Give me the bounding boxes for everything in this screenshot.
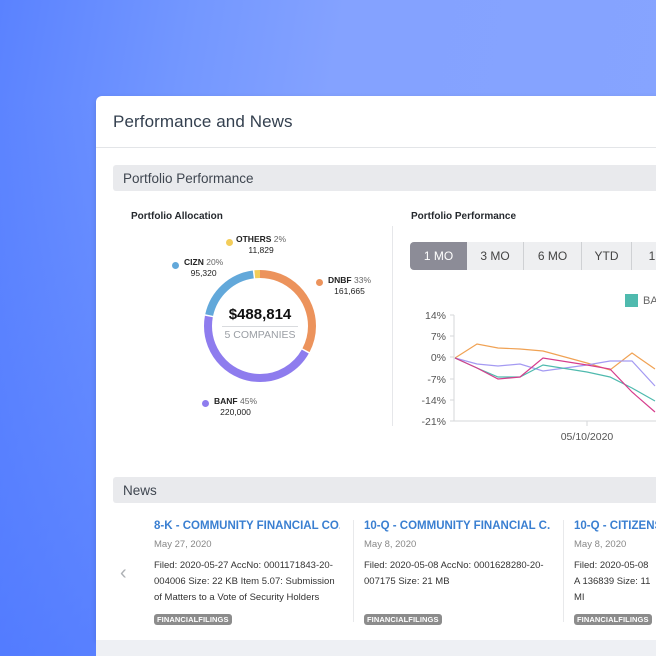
news-date: May 27, 2020 xyxy=(154,539,212,550)
legend-swatch-icon xyxy=(625,294,638,307)
news-title-link[interactable]: 8-K - COMMUNITY FINANCIAL CO... xyxy=(154,520,340,532)
range-selector: 1 MO 3 MO 6 MO YTD 1 xyxy=(410,242,656,270)
legend-label: BA xyxy=(643,294,656,307)
donut-segment-others[interactable] xyxy=(204,270,316,382)
svg-text:-21%: -21% xyxy=(421,416,446,428)
card-title: Performance and News xyxy=(113,112,293,131)
alloc-label-dnbf: DNBF 33% 161,665 xyxy=(328,275,371,296)
range-ytd-button[interactable]: YTD xyxy=(582,242,632,270)
news-tag[interactable]: FINANCIALFILINGS xyxy=(574,614,652,625)
svg-text:-14%: -14% xyxy=(421,395,446,407)
section-divider xyxy=(392,226,393,426)
news-tag[interactable]: FINANCIALFILINGS xyxy=(364,614,442,625)
news-body: Filed: 2020-05-08 A 136839 Size: 11 MI xyxy=(574,560,651,603)
performance-line-chart: 14% 7% 0% -7% -14% -21% 05/10/2020 xyxy=(421,310,656,443)
news-item[interactable]: 8-K - COMMUNITY FINANCIAL CO... May 27, … xyxy=(154,520,344,627)
svg-text:7%: 7% xyxy=(431,331,446,343)
others-dot-icon xyxy=(226,239,233,246)
news-date: May 8, 2020 xyxy=(364,539,417,550)
donut-segment-banf[interactable] xyxy=(204,270,316,382)
x-axis: 05/10/2020 xyxy=(454,420,656,443)
chart-legend[interactable]: BA xyxy=(625,294,656,307)
banf-dot-icon xyxy=(202,400,209,407)
card-footer-strip xyxy=(96,640,656,656)
news-item[interactable]: 10-Q - CITIZENS May 8, 2020 Filed: 2020-… xyxy=(574,520,656,627)
range-3mo-button[interactable]: 3 MO xyxy=(467,242,524,270)
series-magenta-line[interactable] xyxy=(454,357,656,413)
news-body: Filed: 2020-05-08 AccNo: 0001628280-20-0… xyxy=(364,560,544,587)
svg-text:0%: 0% xyxy=(431,352,446,364)
donut-chart xyxy=(204,270,316,382)
alloc-label-others: OTHERS 2% 11,829 xyxy=(236,234,287,255)
cizn-dot-icon xyxy=(172,262,179,269)
portfolio-total: $488,814 xyxy=(228,306,292,323)
performance-title: Portfolio Performance xyxy=(411,211,517,222)
range-1mo-button[interactable]: 1 MO xyxy=(410,242,467,270)
news-tag[interactable]: FINANCIALFILINGS xyxy=(154,614,232,625)
svg-text:14%: 14% xyxy=(425,310,446,322)
allocation-donut: $488,814 5 COMPANIES xyxy=(200,266,320,386)
dnbf-dot-icon xyxy=(316,279,323,286)
performance-news-card: Performance and News Portfolio Performan… xyxy=(96,96,656,640)
alloc-label-cizn: CIZN 20% 95,320 xyxy=(184,257,224,278)
allocation-title: Portfolio Allocation xyxy=(131,211,223,222)
news-body: Filed: 2020-05-27 AccNo: 0001171843-20-0… xyxy=(154,560,335,603)
news-separator xyxy=(353,520,354,622)
news-separator xyxy=(563,520,564,622)
svg-text:05/10/2020: 05/10/2020 xyxy=(561,431,614,443)
series-orange-line[interactable] xyxy=(454,343,656,371)
header-divider xyxy=(96,147,656,148)
news-date: May 8, 2020 xyxy=(574,539,627,550)
news-title-link[interactable]: 10-Q - CITIZENS xyxy=(574,520,656,532)
news-item[interactable]: 10-Q - COMMUNITY FINANCIAL C... May 8, 2… xyxy=(364,520,554,627)
series-lavender-line[interactable] xyxy=(454,357,656,387)
range-1y-button[interactable]: 1 xyxy=(648,249,656,263)
news-prev-chevron-icon[interactable]: ‹ xyxy=(120,562,127,584)
news-section-header: News xyxy=(113,477,656,503)
svg-text:-7%: -7% xyxy=(427,374,446,386)
companies-count: 5 COMPANIES xyxy=(224,329,296,341)
portfolio-section-header: Portfolio Performance xyxy=(113,165,656,191)
y-axis: 14% 7% 0% -7% -14% -21% xyxy=(421,310,455,428)
range-6mo-button[interactable]: 6 MO xyxy=(524,242,582,270)
news-title-link[interactable]: 10-Q - COMMUNITY FINANCIAL C... xyxy=(364,520,550,532)
alloc-label-banf: BANF 45% 220,000 xyxy=(214,396,257,417)
center-divider xyxy=(222,326,298,327)
